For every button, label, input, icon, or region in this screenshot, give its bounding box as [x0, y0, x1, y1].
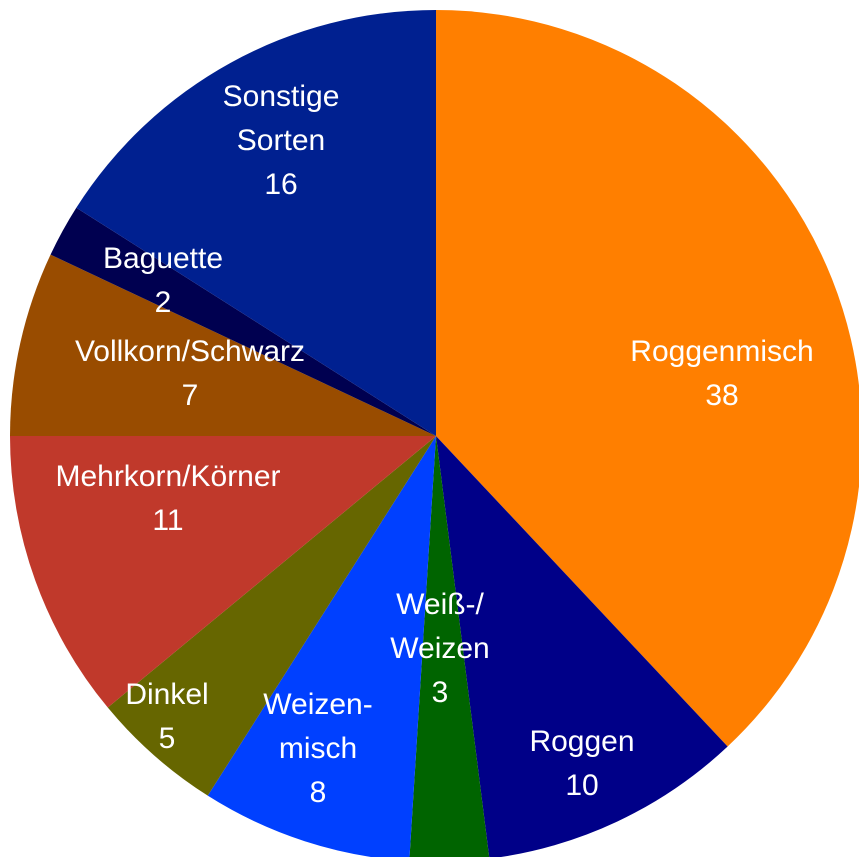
- pie-slice: [76, 10, 436, 436]
- slice-label-line: Weiß-/: [396, 588, 484, 621]
- slice-label: Weizen-misch: [263, 688, 372, 765]
- slice-label: Sonstige Sorten: [223, 80, 340, 157]
- slice-label-line: Sorten: [237, 124, 325, 157]
- slice-label-line: Weizen: [390, 632, 490, 665]
- slice-label-line: Weizen-: [263, 688, 372, 721]
- pie-slice: [409, 436, 490, 857]
- slice-label: Roggenmisch: [630, 335, 813, 368]
- slice-label: Weiß-/ Weizen: [390, 588, 490, 665]
- slice-value: 3: [432, 676, 449, 709]
- slice-label-line: Sonstige: [223, 80, 340, 113]
- pie-slice: [436, 436, 728, 857]
- slice-label: Baguette: [103, 242, 223, 275]
- slice-value: 2: [155, 286, 172, 319]
- slice-value: 11: [152, 504, 183, 537]
- slice-value: 5: [159, 722, 176, 755]
- slice-value: 8: [310, 776, 327, 809]
- slice-value: 7: [182, 379, 199, 412]
- pie-slice: [207, 436, 436, 857]
- slice-value: 38: [705, 379, 738, 412]
- slice-label: Mehrkorn/Körner: [55, 460, 280, 493]
- slice-label-line: Baguette: [103, 242, 223, 275]
- slice-label-line: Roggenmisch: [630, 335, 813, 368]
- slice-label-line: Vollkorn/Schwarz: [75, 335, 305, 368]
- slice-label: Vollkorn/Schwarz: [75, 335, 305, 368]
- slice-label-line: misch: [279, 732, 357, 765]
- pie-slice: [107, 436, 437, 796]
- slice-label: Roggen: [529, 725, 634, 758]
- slice-label-line: Dinkel: [125, 678, 208, 711]
- slice-label-line: Roggen: [529, 725, 634, 758]
- slice-value: 16: [264, 168, 297, 201]
- slice-label-line: Mehrkorn/Körner: [55, 460, 280, 493]
- slice-label: Dinkel: [125, 678, 208, 711]
- pie-slice: [10, 254, 436, 436]
- pie-slice: [50, 207, 437, 436]
- pie-slice: [436, 10, 859, 747]
- slice-value: 10: [565, 769, 598, 802]
- pie-slice: [10, 436, 436, 708]
